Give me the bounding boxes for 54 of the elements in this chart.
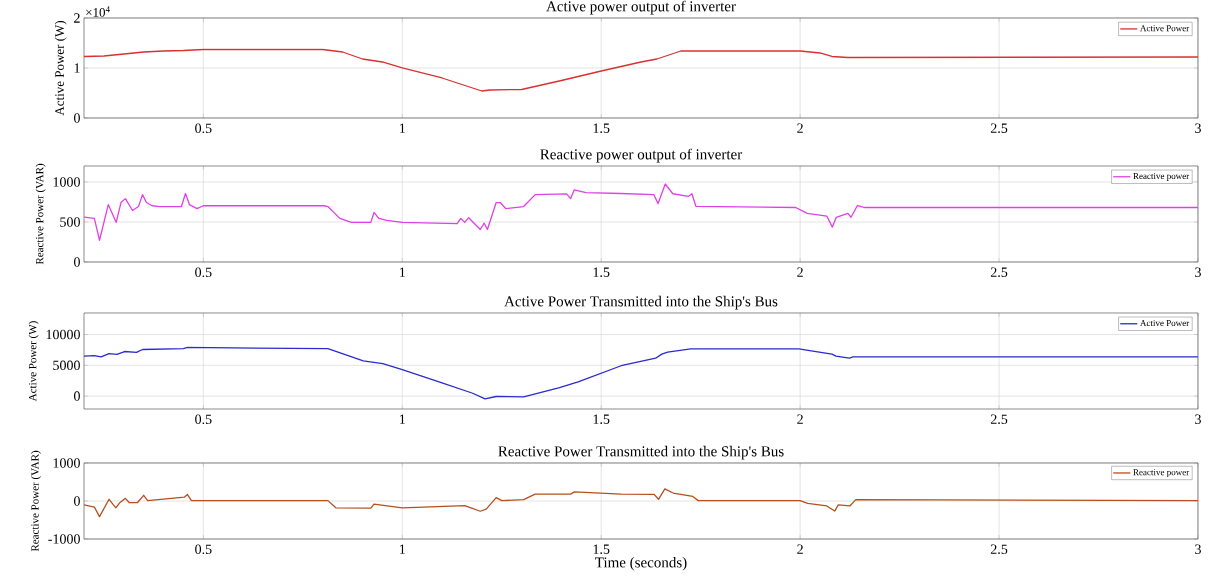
x-tick-label: 3 [1195, 267, 1201, 277]
x-tick-label: 1 [400, 123, 405, 133]
x-tick-label: 0.5 [195, 123, 212, 134]
x-axis-title: Time (seconds) [595, 556, 687, 571]
text: ×10$^{4}$ [86, 6, 110, 17]
x-tick-label: 2 [797, 544, 803, 554]
y-tick-label: 5000 [53, 360, 80, 371]
y-tick-label: 500 [60, 217, 80, 227]
y-tick-label: 0 [74, 496, 80, 506]
y-tick-label: 1000 [53, 458, 80, 468]
y-tick-label: 2 [74, 13, 80, 23]
x-tick-label: 3 [1195, 414, 1201, 424]
legend-label: Reactive power [1133, 469, 1190, 478]
y-axis-title: Reactive Power (VAR) [30, 450, 41, 552]
legend-label: Reactive power [1133, 173, 1190, 181]
line-series [84, 183, 1198, 241]
x-tick-label: 1 [400, 544, 405, 554]
y-axis-title: Reactive Power (VAR) [35, 163, 46, 265]
x-tick-label: 1.5 [593, 123, 610, 133]
x-tick-label: 1 [400, 414, 405, 424]
chart-title: Active power output of inverter [546, 0, 736, 15]
y-tick-label: 10000 [46, 329, 80, 340]
x-tick-label: 0.5 [195, 544, 212, 555]
line-series [84, 346, 1198, 400]
line-series [84, 48, 1198, 92]
chart-title: Reactive Power Transmitted into the Ship's Bus [498, 445, 784, 460]
x-tick-label: 1.5 [593, 414, 610, 424]
x-tick-label: 2 [797, 267, 803, 277]
x-tick-label: 2.5 [990, 123, 1008, 133]
y-axis-title: Active Power (W) [28, 321, 39, 402]
y-tick-label: 1 [74, 63, 80, 73]
y-tick-label: 1000 [53, 177, 80, 187]
y-tick-label: 0 [74, 391, 80, 401]
line-series [84, 488, 1198, 518]
y-axis-title: Active Power (W) [54, 20, 67, 116]
legend-label: Active Power [1140, 25, 1190, 32]
x-tick-label: 3 [1195, 123, 1201, 133]
x-tick-label: 2 [797, 414, 803, 424]
x-tick-label: 0.5 [195, 267, 212, 278]
x-tick-label: 3 [1195, 544, 1201, 554]
chart-title: Active Power Transmitted into the Ship's Bus [504, 295, 778, 310]
y-tick-label: 0 [74, 113, 80, 123]
x-tick-label: 2.5 [990, 544, 1008, 555]
x-tick-label: 2 [797, 123, 803, 133]
x-tick-label: 1.5 [593, 544, 610, 554]
legend-label: Active Power [1140, 320, 1190, 327]
y-tick-label: 0 [74, 257, 80, 267]
y-tick-label: -1000 [48, 534, 80, 544]
x-tick-label: 0.5 [195, 414, 212, 425]
x-tick-label: 1.5 [593, 267, 610, 277]
x-tick-label: 2.5 [990, 414, 1008, 424]
chart-title: Reactive power output of inverter [540, 148, 743, 163]
x-tick-label: 2.5 [990, 267, 1008, 277]
x-tick-label: 1 [400, 267, 405, 277]
